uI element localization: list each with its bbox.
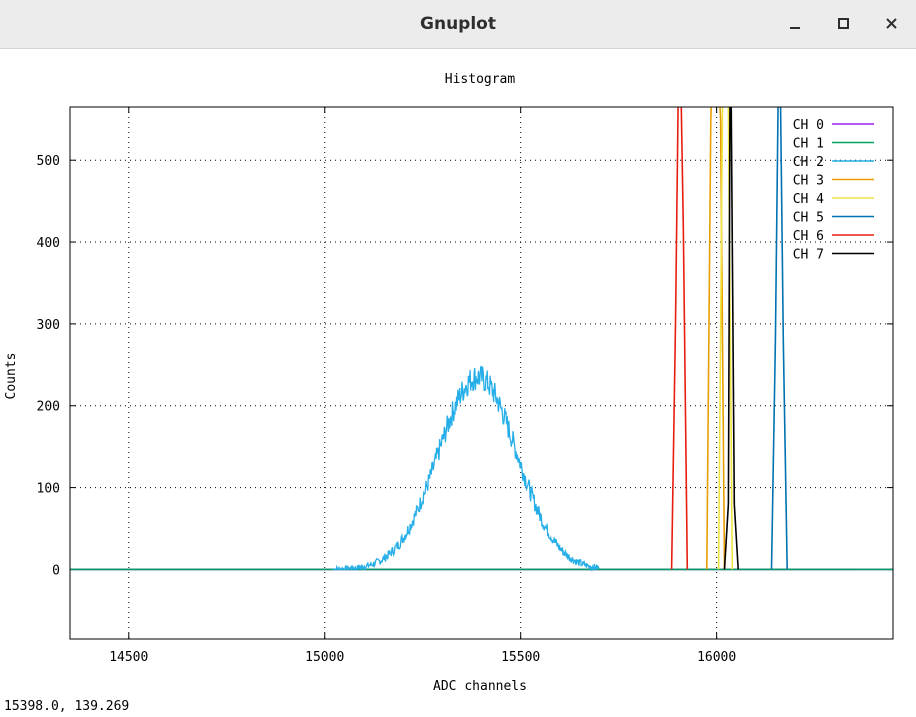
legend-label: CH 0: [793, 118, 824, 133]
legend-label: CH 3: [793, 174, 824, 189]
x-axis-label: ADC channels: [433, 679, 527, 694]
x-tick-label: 14500: [109, 650, 148, 665]
window-title: Gnuplot: [420, 14, 496, 34]
y-tick-label: 400: [37, 236, 60, 251]
histogram-chart[interactable]: Histogram ADC channels Counts 14500 15000…: [0, 49, 916, 717]
legend-label: CH 6: [793, 229, 824, 244]
y-tick-label: 300: [37, 318, 60, 333]
chart-title: Histogram: [445, 72, 516, 87]
series-ch-5: [770, 107, 788, 570]
minimize-button[interactable]: [780, 9, 810, 39]
title-bar: Gnuplot: [0, 0, 916, 49]
series-ch-2: [332, 365, 600, 572]
y-tick-label: 200: [37, 400, 60, 415]
x-tick-label: 15500: [501, 650, 540, 665]
legend: CH 0 CH 1 CH 2 CH 3 CH 4 CH 5 CH 6 CH 7: [793, 118, 874, 263]
axis-ticks: 14500 15000 15500 16000 0 100 200 300 400 500: [37, 107, 893, 665]
legend-label: CH 4: [793, 192, 824, 207]
y-tick-label: 0: [52, 563, 60, 578]
plot-border: [69, 106, 894, 640]
status-coordinates: 15398.0, 139.269: [4, 699, 130, 714]
series-group: [70, 107, 893, 572]
y-tick-label: 100: [37, 482, 60, 497]
close-button[interactable]: [877, 9, 907, 39]
legend-label: CH 1: [793, 137, 824, 152]
grid: [70, 107, 893, 639]
maximize-button[interactable]: [829, 9, 859, 39]
y-axis-label: Counts: [4, 353, 19, 400]
plot-canvas[interactable]: Histogram ADC channels Counts 14500 15000…: [0, 49, 916, 717]
x-tick-label: 15000: [305, 650, 344, 665]
series-ch-6: [670, 107, 689, 570]
legend-label: CH 2: [793, 155, 824, 170]
x-tick-label: 16000: [697, 650, 736, 665]
legend-label: CH 7: [793, 248, 824, 263]
series-ch-7: [723, 107, 739, 570]
legend-label: CH 5: [793, 211, 824, 226]
maximize-icon: [838, 18, 849, 29]
close-icon: [886, 18, 897, 29]
y-tick-label: 500: [37, 154, 60, 169]
minimize-icon: [790, 27, 800, 29]
